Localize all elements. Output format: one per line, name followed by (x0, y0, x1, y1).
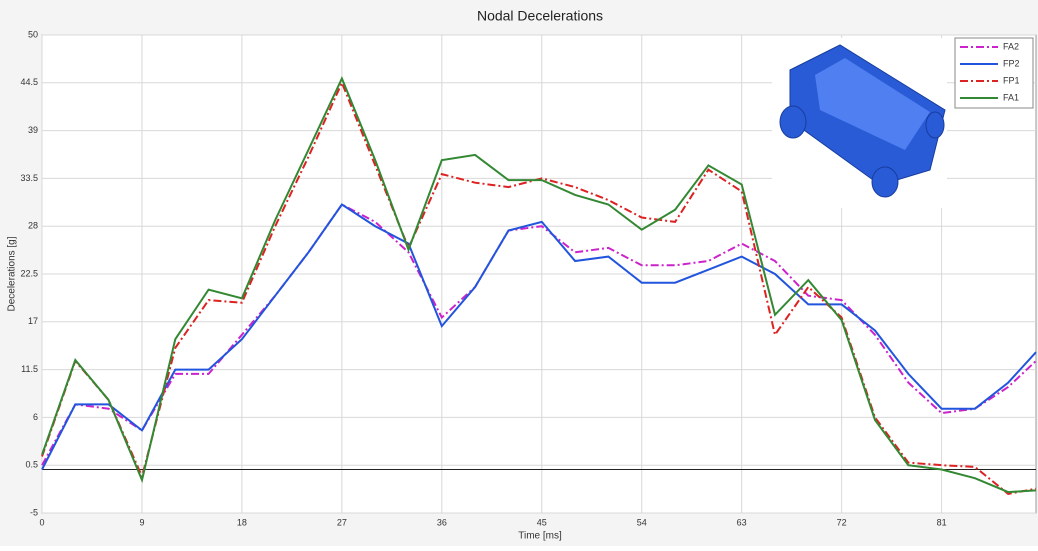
legend-label: FA2 (1003, 41, 1019, 51)
legend-label: FP2 (1003, 58, 1020, 68)
legend: FA2 FP2 FP1 FA1 (954, 37, 1034, 109)
y-tick-label: 0.5 (25, 460, 38, 470)
y-tick-label: 39 (28, 125, 38, 135)
y-tick-label: 17 (28, 316, 38, 326)
y-tick-label: 28 (28, 221, 38, 231)
x-axis-label: Time [ms] (518, 531, 562, 542)
x-tick-label: 45 (537, 517, 547, 527)
y-tick-label: 11.5 (21, 364, 38, 374)
x-tick-label: 9 (139, 517, 144, 527)
x-tick-label: 81 (937, 517, 947, 527)
legend-box (954, 37, 1034, 109)
x-tick-label: 63 (737, 517, 747, 527)
y-tick-label: 33.5 (20, 173, 38, 183)
chart-title: Nodal Decelerations (477, 8, 603, 24)
y-tick-label: 22.5 (20, 268, 38, 278)
y-tick-label: -5 (30, 507, 38, 517)
series-line (41, 203, 1037, 466)
series-line (41, 80, 1037, 495)
series-line (41, 76, 1037, 494)
car-inset (772, 38, 947, 208)
legend-label: FP1 (1003, 75, 1020, 85)
wheel (925, 111, 945, 139)
y-tick-label: 6 (33, 412, 38, 422)
x-tick-label: 18 (237, 517, 247, 527)
x-tick-label: 72 (837, 517, 847, 527)
x-tick-label: 27 (337, 517, 347, 527)
y-axis-label: Decelerations [g] (7, 236, 18, 311)
wheel (871, 166, 899, 198)
x-tick-label: 54 (637, 517, 647, 527)
x-tick-label: 36 (437, 517, 447, 527)
y-tick-label: 50 (28, 29, 38, 39)
wheel (779, 105, 807, 139)
x-tick-label: 0 (39, 517, 44, 527)
legend-label: FA1 (1003, 92, 1019, 102)
y-tick-label: 44.5 (20, 77, 38, 87)
series-line (41, 203, 1037, 470)
car-floor (815, 58, 930, 150)
